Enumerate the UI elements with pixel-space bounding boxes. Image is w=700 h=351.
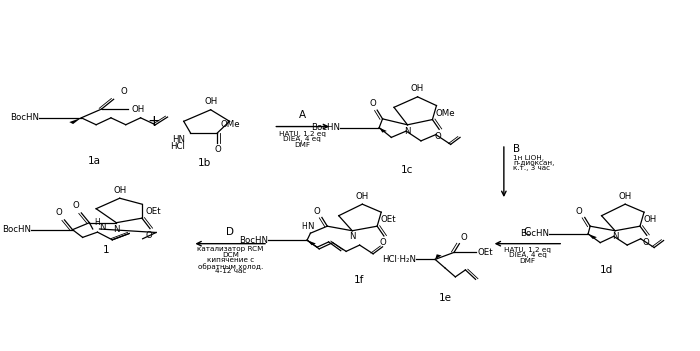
Text: OEt: OEt — [477, 248, 494, 257]
Text: OEt: OEt — [381, 216, 396, 224]
Text: катализатор RCM: катализатор RCM — [197, 246, 263, 252]
Text: 1a: 1a — [88, 156, 102, 166]
Text: DCM: DCM — [222, 252, 239, 258]
Text: HN: HN — [172, 134, 185, 144]
Text: N: N — [404, 127, 411, 135]
Text: H: H — [301, 223, 307, 231]
Text: BocHN: BocHN — [311, 123, 340, 132]
Text: DMF: DMF — [519, 258, 536, 264]
Text: 1c: 1c — [401, 165, 414, 175]
Text: п-диоксан,: п-диоксан, — [513, 160, 554, 166]
Text: O: O — [379, 238, 386, 247]
Polygon shape — [588, 234, 597, 239]
Text: DMF: DMF — [294, 141, 310, 147]
Text: OH: OH — [411, 84, 424, 93]
Text: B: B — [513, 144, 520, 154]
Text: DIEA, 4 eq: DIEA, 4 eq — [284, 136, 321, 143]
Text: HATU, 1.2 eq: HATU, 1.2 eq — [504, 247, 551, 253]
Text: OMe: OMe — [436, 109, 456, 118]
Text: O: O — [214, 145, 220, 154]
Text: O: O — [575, 207, 582, 216]
Text: A: A — [299, 110, 306, 120]
Text: BocHN: BocHN — [520, 230, 549, 238]
Text: O: O — [56, 208, 62, 218]
Polygon shape — [307, 240, 316, 245]
Text: HATU, 1.2 eq: HATU, 1.2 eq — [279, 131, 326, 137]
Text: O: O — [369, 99, 376, 108]
Text: BocHN: BocHN — [1, 225, 31, 234]
Text: D: D — [226, 227, 234, 237]
Text: OEt: OEt — [146, 207, 161, 217]
Text: N: N — [113, 225, 120, 234]
Text: OMe: OMe — [220, 120, 240, 130]
Text: OH: OH — [356, 192, 369, 201]
Polygon shape — [69, 118, 81, 124]
Text: OH: OH — [619, 192, 632, 201]
Text: OH: OH — [643, 216, 657, 224]
Text: 1н LiOH,: 1н LiOH, — [513, 154, 545, 160]
Polygon shape — [379, 128, 387, 133]
Text: C: C — [524, 227, 531, 237]
Text: OH: OH — [132, 105, 145, 114]
Text: OH: OH — [113, 186, 126, 195]
Text: к.т., 3 час: к.т., 3 час — [513, 165, 550, 171]
Text: O: O — [461, 233, 468, 242]
Polygon shape — [435, 254, 442, 259]
Text: O: O — [120, 87, 127, 97]
Text: 1d: 1d — [600, 265, 613, 274]
Text: O: O — [73, 201, 79, 211]
Text: O: O — [314, 207, 321, 216]
Text: 4-12 час: 4-12 час — [214, 269, 246, 274]
Text: H: H — [94, 218, 100, 227]
Text: DIEA, 4 eq: DIEA, 4 eq — [508, 252, 547, 258]
Text: обратным холод.: обратным холод. — [197, 263, 263, 270]
Text: N: N — [349, 232, 356, 241]
Text: O: O — [642, 238, 649, 247]
Text: N: N — [99, 224, 106, 232]
Text: BocHN: BocHN — [239, 236, 268, 245]
Text: N: N — [307, 223, 314, 231]
Text: 1: 1 — [103, 245, 109, 256]
Text: OH: OH — [204, 97, 217, 106]
Text: BocHN: BocHN — [10, 113, 38, 122]
Text: O: O — [435, 132, 441, 141]
Text: O: O — [146, 231, 152, 240]
Text: 1e: 1e — [439, 293, 452, 303]
Text: HCl: HCl — [170, 141, 185, 151]
Text: HCl·H₂N: HCl·H₂N — [382, 255, 416, 264]
Text: 1b: 1b — [197, 158, 211, 168]
Text: N: N — [612, 232, 618, 241]
Text: +: + — [147, 114, 160, 129]
Text: кипячение с: кипячение с — [206, 257, 254, 263]
Text: 1f: 1f — [354, 275, 364, 285]
